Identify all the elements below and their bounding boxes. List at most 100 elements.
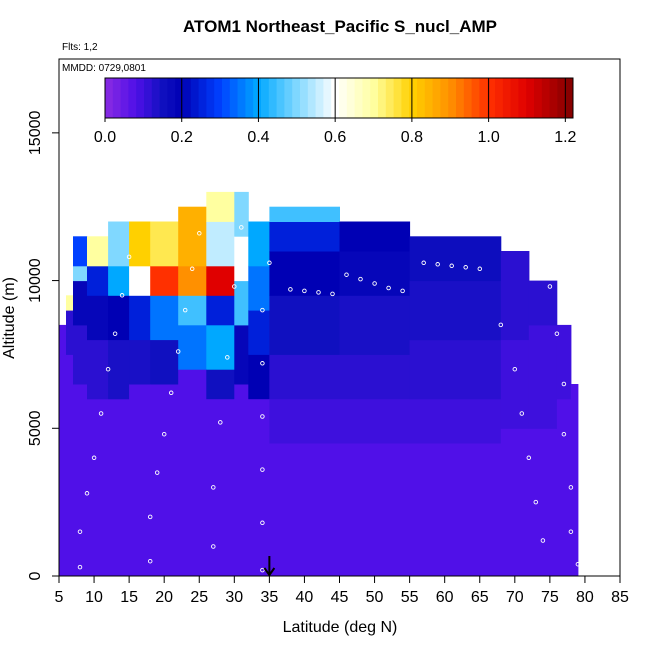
heatmap-cell (178, 206, 207, 267)
heatmap-cell (150, 265, 179, 296)
colorbar-segment (518, 78, 527, 118)
heatmap-cell (339, 251, 411, 296)
heatmap-cell (248, 310, 270, 355)
heatmap-cell (129, 384, 151, 577)
x-axis: 5 10 15 20 25 30 35 40 45 50 55 60 65 70 75 80 85 (55, 575, 629, 606)
heatmap-cell (150, 339, 179, 385)
heatmap-cell (269, 221, 340, 252)
colorbar-segment (276, 78, 285, 118)
colorbar-segment (401, 78, 410, 118)
flight-track-point (477, 266, 483, 272)
flight-track-point (400, 288, 405, 294)
colorbar-tick-label: 0.4 (247, 129, 269, 146)
colorbar-segment (541, 78, 550, 118)
heatmap-cell (73, 236, 88, 267)
heatmap-cell (73, 280, 88, 326)
x-tick-label: 20 (155, 589, 173, 606)
heatmap-cell (528, 324, 558, 429)
heatmap-cell (248, 398, 270, 577)
heatmap-cell (87, 265, 109, 296)
x-tick-label: 65 (471, 589, 489, 606)
colorbar-segment (229, 78, 238, 118)
flight-track-point (147, 558, 153, 564)
colorbar-segment (526, 78, 535, 118)
colorbar-segment (307, 78, 316, 118)
colorbar-segment (479, 78, 488, 118)
flight-track-point (260, 361, 265, 366)
colorbar-segment (214, 78, 223, 118)
flight-track-point (77, 529, 83, 534)
flight-track-point (91, 455, 97, 461)
heatmap-cell (108, 265, 130, 296)
colorbar-segment (385, 78, 394, 118)
colorbar-segment (417, 78, 426, 118)
colorbar-segment (300, 78, 309, 118)
colorbar-segment (136, 78, 145, 118)
colorbar-segment (190, 78, 199, 118)
colorbar: 0.0 0.2 0.4 0.6 0.8 1.0 1.2 (94, 77, 577, 146)
colorbar-segment (424, 78, 433, 118)
heatmap-cell (269, 251, 340, 296)
flight-track-point (267, 260, 272, 266)
colorbar-segment (206, 78, 215, 118)
flight-track-point (435, 262, 440, 267)
heatmap-cell (206, 191, 235, 222)
flight-track-point (84, 491, 90, 496)
colorbar-segment (159, 78, 168, 118)
flight-track-point (232, 284, 237, 289)
heatmap-cell (339, 398, 411, 444)
x-tick-label: 5 (55, 589, 64, 606)
annotation-dates: MMDD: 0729,0801 (62, 63, 146, 74)
y-tick-label: 0 (27, 571, 44, 580)
colorbar-segment (198, 78, 207, 118)
x-tick-label: 50 (366, 589, 384, 606)
x-tick-label: 45 (331, 589, 349, 606)
colorbar-segment (144, 78, 153, 118)
heatmap-cell (500, 251, 530, 341)
flight-track-point (112, 331, 118, 336)
colorbar-segment (456, 78, 465, 118)
colorbar-segment (370, 78, 379, 118)
flight-track-point (161, 431, 167, 437)
heatmap-cell (87, 398, 109, 577)
heatmap-cell (528, 428, 558, 577)
y-axis-label: Altitude (m) (1, 277, 18, 359)
colorbar-segment (253, 78, 262, 118)
heatmap-cell (206, 369, 235, 400)
annotation-flights: Flts: 1,2 (62, 42, 98, 53)
heatmap-cell (178, 369, 207, 577)
colorbar-segment (409, 78, 418, 118)
colorbar-segment (245, 78, 254, 118)
colorbar-segment (378, 78, 387, 118)
colorbar-segment (268, 78, 277, 118)
x-tick-label: 40 (296, 589, 314, 606)
colorbar-segment (495, 78, 504, 118)
x-tick-label: 80 (576, 589, 594, 606)
heatmap-cell (269, 354, 340, 400)
colorbar-segment (502, 78, 511, 118)
colorbar-segment (463, 78, 472, 118)
flight-track-point (197, 231, 202, 236)
heatmap-cell (234, 191, 249, 237)
flight-track-point (302, 288, 307, 294)
colorbar-segment (471, 78, 480, 118)
heatmap-cell (269, 295, 340, 355)
heatmap-cell (73, 324, 88, 385)
heatmap-cell (234, 236, 249, 282)
heatmap-cell (248, 221, 270, 267)
flight-track-point (526, 455, 532, 461)
heatmap-cell (409, 339, 502, 400)
colorbar-segment (323, 78, 332, 118)
colorbar-tick-label: 1.0 (477, 129, 499, 146)
heatmap-cell (66, 310, 74, 355)
colorbar-segment (183, 78, 192, 118)
flight-track-point (575, 561, 581, 567)
heatmap-cell (234, 384, 249, 577)
heatmap-cell (339, 221, 411, 252)
flight-track (77, 225, 581, 573)
flight-track-point (512, 366, 518, 372)
flight-track-point (260, 520, 265, 526)
heatmap-cell (500, 339, 530, 429)
colorbar-segment (393, 78, 402, 118)
heatmap-cell (409, 236, 502, 282)
